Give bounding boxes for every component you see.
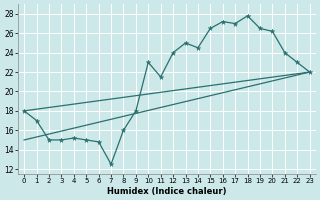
X-axis label: Humidex (Indice chaleur): Humidex (Indice chaleur)	[107, 187, 227, 196]
